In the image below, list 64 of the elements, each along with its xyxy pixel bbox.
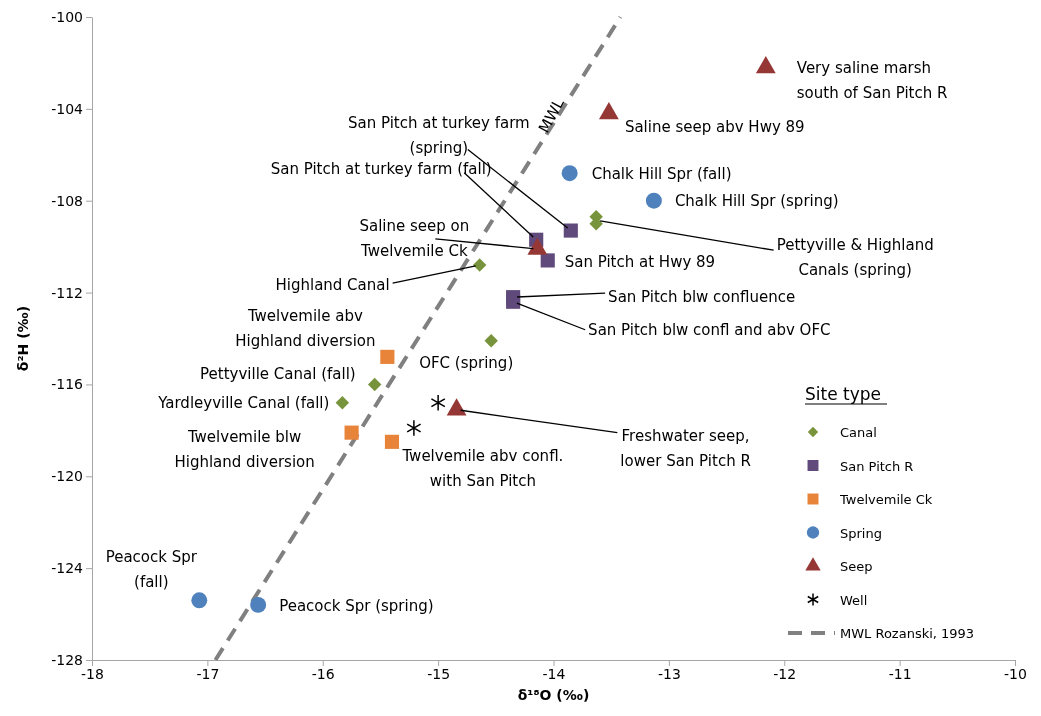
annotation: Saline seep abv Hwy 89	[624, 118, 805, 137]
point	[484, 334, 498, 348]
point	[367, 377, 382, 392]
x-tick-label: -11	[888, 665, 912, 682]
annotation: Twelvemile abv Highland diversion	[235, 306, 376, 350]
annotation: Chalk Hill Spr (spring)	[674, 191, 839, 210]
point	[191, 592, 208, 609]
y-tick-label: -124	[51, 560, 84, 577]
annotation: Yardleyville Canal (fall)	[157, 393, 330, 412]
x-tick-label: -14	[542, 665, 566, 682]
annotation: OFC (spring)	[419, 353, 514, 372]
point	[344, 425, 359, 440]
point	[380, 349, 395, 364]
legend-label: Canal	[840, 425, 877, 440]
annotation: San Pitch at turkey farm (fall)	[270, 159, 492, 178]
point	[561, 165, 578, 182]
x-axis-title: δ¹⁸O (‰)	[517, 687, 590, 703]
annotation: Pettyville & Highland Canals (spring)	[776, 236, 934, 280]
point	[406, 419, 422, 437]
y-axis-title: δ²H (‰)	[15, 305, 31, 372]
point	[384, 434, 400, 449]
x-tick-label: -12	[773, 665, 797, 682]
point	[430, 394, 446, 412]
legend-label: Twelvemile Ck	[839, 492, 933, 507]
point	[335, 396, 350, 410]
y-tick-label: -104	[51, 100, 84, 117]
point	[540, 253, 555, 268]
y-tick-label: -108	[51, 192, 83, 209]
y-tick-label: -112	[51, 284, 83, 301]
annotation: San Pitch blw confl and abv OFC	[588, 320, 831, 339]
x-tick-label: -16	[311, 665, 335, 682]
y-tick-label: -116	[51, 376, 84, 393]
legend-label: MWL Rozanski, 1993	[840, 626, 975, 641]
y-tick-label: -128	[51, 651, 83, 668]
y-tick-label: -120	[51, 468, 83, 485]
y-tick-label: -100	[51, 8, 83, 25]
annotation: Peacock Spr (fall)	[105, 548, 198, 592]
annotation: Saline seep on Twelvemile Ck	[359, 216, 470, 260]
annotation: Highland Canal	[275, 276, 390, 295]
annotation: Twelvemile abv confl. with San Pitch	[401, 447, 564, 491]
point	[645, 192, 662, 209]
legend-title: Site type	[805, 384, 882, 404]
x-tick-label: -17	[196, 665, 220, 682]
x-tick-label: -15	[427, 665, 451, 682]
annotation: Peacock Spr (spring)	[279, 596, 434, 615]
x-tick-label: -13	[657, 665, 681, 682]
legend-label: Well	[840, 592, 868, 608]
legend-label: Seep	[840, 559, 873, 574]
point	[506, 294, 521, 309]
legend-label: Spring	[840, 525, 882, 541]
point	[250, 596, 267, 613]
annotation: Chalk Hill Spr (fall)	[591, 165, 732, 184]
annotation: San Pitch at Hwy 89	[564, 253, 716, 272]
annotation: Twelvemile blw Highland diversion	[174, 427, 315, 471]
point	[563, 223, 578, 238]
legend-label: San Pitch R	[840, 458, 914, 474]
point	[472, 258, 487, 272]
annotation: Freshwater seep, lower San Pitch R	[620, 426, 751, 470]
x-tick-label: -18	[81, 665, 104, 682]
annotation: San Pitch at turkey farm (spring)	[347, 113, 530, 157]
annotation: Pettyville Canal (fall)	[200, 365, 356, 384]
annotation: San Pitch blw confluence	[608, 288, 796, 307]
x-tick-label: -10	[1004, 665, 1027, 682]
annotation: Very saline marsh south of San Pitch R	[796, 58, 948, 102]
